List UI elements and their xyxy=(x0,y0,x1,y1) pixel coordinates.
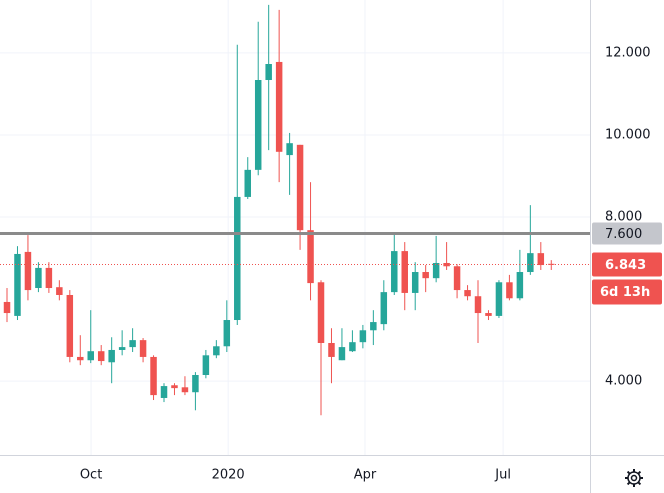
last-price-label: 6.843 xyxy=(605,258,646,273)
candle-body xyxy=(192,374,199,393)
gear-hub xyxy=(630,474,638,482)
candle-body xyxy=(516,272,524,299)
y-tick-label: 8.000 xyxy=(605,210,642,225)
candle-body xyxy=(411,272,419,293)
candle-body xyxy=(3,301,11,314)
countdown-box xyxy=(592,279,662,305)
horizontal-line-label: 7.600 xyxy=(605,227,642,242)
candle-body xyxy=(56,287,63,295)
candle-body xyxy=(139,340,147,357)
candle-body xyxy=(495,282,503,316)
candle-body xyxy=(234,196,241,321)
candle-body xyxy=(370,322,377,331)
candle-body xyxy=(118,347,126,350)
gear-teeth xyxy=(625,469,643,487)
x-tick-label: Apr xyxy=(354,468,377,483)
candle-body xyxy=(485,313,492,316)
candle-body xyxy=(87,351,94,361)
y-tick-label: 4.000 xyxy=(605,374,642,389)
candle-body xyxy=(432,262,440,279)
candle-body xyxy=(150,356,157,396)
x-tick-label: 2020 xyxy=(212,468,245,483)
candle-body xyxy=(527,253,534,273)
candle-body xyxy=(474,296,482,314)
candle-body xyxy=(338,347,346,361)
candle-body xyxy=(108,349,115,363)
candle-body xyxy=(548,263,555,265)
candle-body xyxy=(265,64,272,81)
x-tick-label: Oct xyxy=(80,468,102,483)
candle-body xyxy=(453,266,461,291)
candle-body xyxy=(254,80,262,170)
candle-body xyxy=(286,143,293,156)
countdown-label: 6d 13h xyxy=(600,285,650,300)
candle-body xyxy=(35,267,42,289)
last-price-label-box xyxy=(592,252,662,277)
candle-body xyxy=(24,251,32,291)
candle-body xyxy=(380,292,388,325)
y-tick-label: 10.000 xyxy=(605,127,651,142)
candle-body xyxy=(14,253,21,316)
candle-body xyxy=(213,346,220,356)
candle-body xyxy=(77,356,84,361)
candle-body xyxy=(464,290,471,297)
candle-body xyxy=(223,320,231,347)
x-tick-label: Jul xyxy=(494,468,511,483)
candle-body xyxy=(275,61,283,152)
y-tick-label: 12.000 xyxy=(605,45,651,60)
candle-body xyxy=(45,267,53,289)
candle-body xyxy=(296,144,304,231)
axis-labels: 4.000 8.000 10.000 12.000 Oct 2020 Apr Jul 7.600… xyxy=(80,45,662,483)
candle-body xyxy=(401,251,408,293)
candle-body xyxy=(202,355,210,375)
settings-icon[interactable] xyxy=(625,469,643,487)
candle-body xyxy=(359,330,367,343)
candle-body xyxy=(506,282,513,299)
candle-body xyxy=(317,282,325,343)
candle-body xyxy=(129,340,136,348)
candle-body xyxy=(181,387,189,393)
candle-body xyxy=(328,342,335,357)
candle-body xyxy=(307,230,314,284)
candle-body xyxy=(391,251,398,293)
candle-body xyxy=(443,262,450,267)
candle-body xyxy=(244,169,251,197)
candle-body xyxy=(422,272,429,279)
candle-body xyxy=(97,351,105,362)
candle-body xyxy=(171,385,178,389)
candle-body xyxy=(349,342,356,352)
candle-body xyxy=(537,253,545,266)
candle-body xyxy=(66,294,74,357)
candle-body xyxy=(160,386,168,398)
horizontal-line-label-box xyxy=(592,222,662,245)
plot-area xyxy=(0,0,590,455)
